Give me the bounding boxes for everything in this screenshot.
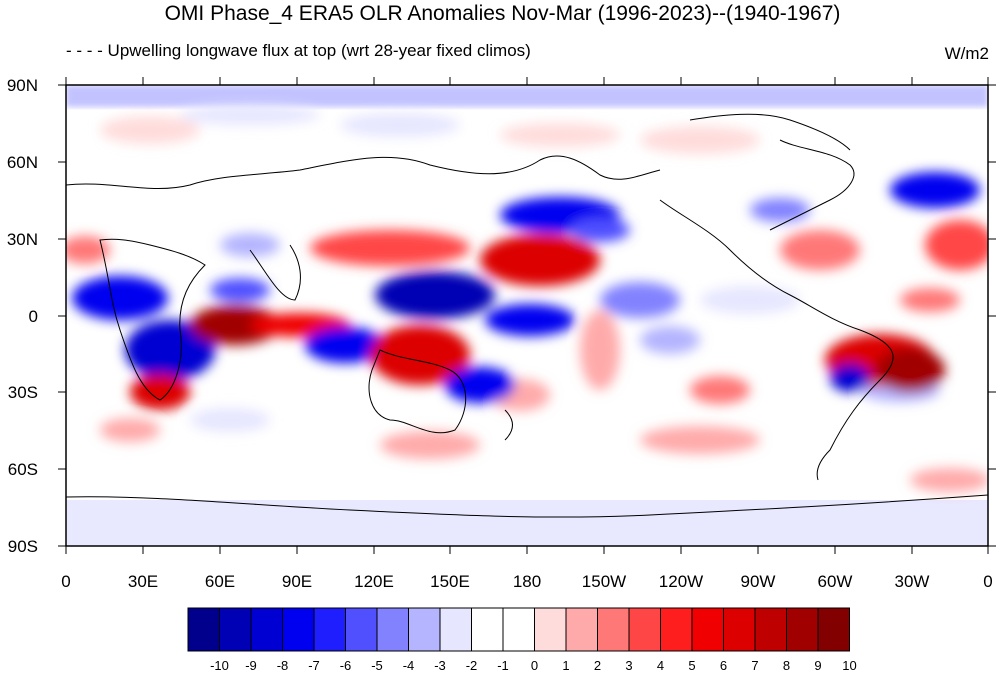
lat-label: 90S [8, 537, 38, 556]
colorbar-tick-label: -9 [245, 658, 257, 673]
lat-label: 30S [8, 383, 38, 402]
colorbar-swatch [502, 607, 535, 652]
colorbar-swatch [723, 607, 756, 652]
figure-title: OMI Phase_4 ERA5 OLR Anomalies Nov-Mar (… [164, 2, 841, 25]
colorbar-tick-label: -1 [497, 658, 509, 673]
coastlines [66, 113, 988, 518]
lat-label: 60N [7, 153, 38, 172]
colorbar-swatch [817, 607, 850, 652]
colorbar-tick-label: 10 [842, 658, 857, 673]
colorbar-tick-label: 3 [625, 658, 633, 673]
lon-label: 0 [61, 572, 70, 591]
lon-label: 60E [205, 572, 235, 591]
colorbar-swatch [345, 607, 378, 652]
colorbar-swatch [376, 607, 409, 652]
colorbar-swatch [187, 607, 220, 652]
colorbar-tick-label: -8 [276, 658, 289, 673]
colorbar-tick-label: 4 [656, 658, 665, 673]
colorbar-swatch [471, 607, 504, 652]
colorbar-tick-label: -10 [210, 658, 229, 673]
lon-label: 30E [128, 572, 158, 591]
colorbar-swatch [660, 607, 693, 652]
colorbar-tick-label: -2 [465, 658, 478, 673]
lat-ticks [58, 84, 996, 547]
colorbar-swatch [408, 607, 441, 652]
colorbar-swatch [534, 607, 567, 652]
lon-ticks [65, 77, 989, 554]
lat-label: 60S [8, 460, 38, 479]
lon-label: 120W [659, 572, 703, 591]
lon-label: 150E [430, 572, 470, 591]
colorbar-tick-label: 2 [593, 658, 602, 673]
colorbar-swatch [628, 607, 661, 652]
figure-subtitle: - - - - Upwelling longwave flux at top (… [66, 41, 531, 60]
lat-label: 30N [7, 230, 38, 249]
colorbar-swatch [786, 607, 819, 652]
colorbar-tick-label: -7 [308, 658, 320, 673]
colorbar-swatch [754, 607, 787, 652]
colorbar-tick-label: 9 [814, 658, 822, 673]
colorbar-swatch [439, 607, 472, 652]
colorbar-tick-label: 0 [530, 658, 539, 673]
colorbar-tick-label: 5 [688, 658, 696, 673]
olr-anomaly-map: 90N 60N 30N 0 30S 60S 90S 0 30E 60E 90E … [7, 76, 996, 591]
lat-label: 90N [7, 76, 38, 95]
colorbar-swatch [565, 607, 598, 652]
colorbar-tick-label: 6 [719, 658, 728, 673]
colorbar-tick-label: -6 [339, 658, 352, 673]
lon-label: 180 [513, 572, 541, 591]
colorbar-tick-label: 8 [782, 658, 791, 673]
colorbar-swatch [282, 607, 315, 652]
lon-label: 0 [983, 572, 992, 591]
anomaly-field [66, 85, 988, 546]
colorbar [187, 607, 850, 652]
lon-labels: 0 30E 60E 90E 120E 150E 180 150W 120W 90… [61, 572, 992, 591]
colorbar-tick-label: -3 [434, 658, 446, 673]
colorbar-swatch [597, 607, 630, 652]
lat-label: 0 [29, 307, 38, 326]
units-label: W/m2 [944, 44, 989, 63]
lon-label: 60W [818, 572, 853, 591]
lon-label: 90E [282, 572, 312, 591]
colorbar-swatch [691, 607, 724, 652]
colorbar-swatch [313, 607, 346, 652]
colorbar-boxes [187, 607, 850, 652]
lat-labels: 90N 60N 30N 0 30S 60S 90S [7, 76, 38, 556]
colorbar-swatch [250, 607, 283, 652]
lon-label: 120E [354, 572, 394, 591]
colorbar-tick-label: 1 [562, 658, 570, 673]
lon-label: 150W [582, 572, 626, 591]
colorbar-tick-label: -5 [371, 658, 383, 673]
colorbar-tick-label: 7 [751, 658, 759, 673]
lon-label: 90W [741, 572, 776, 591]
lon-label: 30W [895, 572, 930, 591]
colorbar-tick-label: -4 [402, 658, 415, 673]
colorbar-swatch [219, 607, 252, 652]
